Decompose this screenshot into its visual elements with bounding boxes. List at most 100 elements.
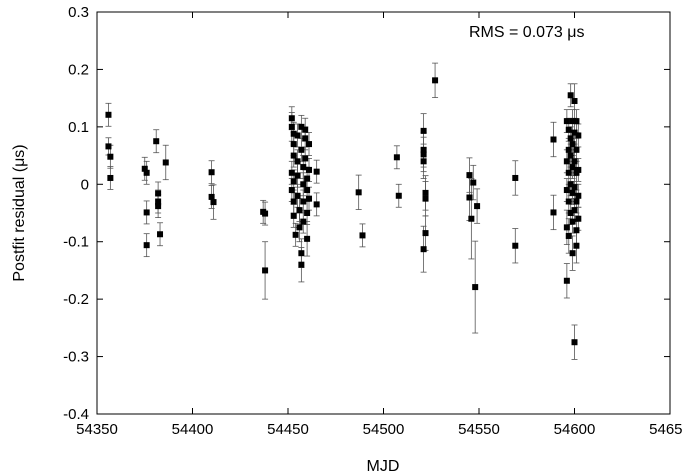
data-point xyxy=(302,155,309,162)
data-point xyxy=(143,169,150,176)
data-point xyxy=(565,232,572,239)
data-point xyxy=(294,172,301,179)
data-point xyxy=(306,195,313,202)
x-axis-label: MJD xyxy=(367,458,400,475)
data-point xyxy=(565,126,572,133)
data-points xyxy=(105,77,582,346)
data-point xyxy=(569,218,576,225)
data-point xyxy=(573,227,580,234)
data-point xyxy=(359,232,366,239)
data-point xyxy=(565,146,572,153)
data-point xyxy=(300,218,307,225)
x-tick-label: 54500 xyxy=(363,421,405,438)
data-point xyxy=(306,141,313,148)
data-point xyxy=(296,224,303,231)
data-point xyxy=(474,203,481,210)
data-point xyxy=(550,209,557,216)
data-point xyxy=(355,189,362,196)
y-tick-label: -0.3 xyxy=(63,349,89,366)
data-point xyxy=(575,132,582,139)
data-point xyxy=(420,146,427,153)
data-point xyxy=(420,151,427,158)
data-point xyxy=(288,187,295,194)
data-point xyxy=(290,152,297,159)
data-point xyxy=(300,164,307,171)
data-point xyxy=(304,187,311,194)
y-axis-label: Postfit residual (μs) xyxy=(11,144,28,281)
data-point xyxy=(208,169,215,176)
data-point xyxy=(304,210,311,216)
x-tick-label: 54550 xyxy=(458,421,500,438)
data-point xyxy=(569,164,576,171)
data-point xyxy=(294,132,301,139)
data-point xyxy=(466,194,473,201)
x-tick-label: 54600 xyxy=(554,421,596,438)
data-point xyxy=(105,111,112,118)
data-point xyxy=(393,154,400,161)
data-point xyxy=(571,207,578,214)
data-point xyxy=(290,130,297,137)
data-point xyxy=(262,210,269,217)
data-point xyxy=(290,141,297,148)
x-tick-label: 54400 xyxy=(172,421,214,438)
data-point xyxy=(569,189,576,196)
data-point xyxy=(302,126,309,133)
data-point xyxy=(575,192,582,199)
y-tick-label: -0.1 xyxy=(63,234,89,251)
data-point xyxy=(565,169,572,176)
x-axis: 54350 54400 54450 54500 54550 54600 54650 xyxy=(76,12,683,438)
data-point xyxy=(155,190,162,197)
data-point xyxy=(571,158,578,165)
data-point xyxy=(573,118,580,125)
data-point xyxy=(304,235,311,242)
data-point xyxy=(300,198,307,205)
data-point xyxy=(294,158,301,165)
data-point xyxy=(292,231,299,238)
data-point xyxy=(298,261,305,268)
data-point xyxy=(107,153,114,160)
x-tick-label: 54350 xyxy=(76,421,118,438)
data-point xyxy=(288,123,295,130)
data-point xyxy=(300,181,307,188)
data-point xyxy=(298,123,305,130)
data-point xyxy=(512,174,519,181)
data-point xyxy=(420,246,427,253)
data-point xyxy=(313,168,320,175)
data-point xyxy=(304,175,311,182)
data-point xyxy=(294,192,301,199)
data-point xyxy=(575,166,582,173)
data-point xyxy=(107,174,114,181)
data-point xyxy=(141,165,148,172)
data-point xyxy=(313,201,320,208)
data-point xyxy=(466,172,473,179)
data-point xyxy=(208,193,215,200)
data-point xyxy=(296,207,303,214)
y-tick-label: -0.4 xyxy=(63,406,89,423)
y-tick-label: 0 xyxy=(81,176,89,193)
data-point xyxy=(567,152,574,159)
data-point xyxy=(290,178,297,185)
data-point xyxy=(567,210,574,216)
data-point xyxy=(573,198,580,205)
data-point xyxy=(157,231,164,238)
data-point xyxy=(262,267,269,274)
y-tick-label: 0.1 xyxy=(68,119,89,136)
data-point xyxy=(571,98,578,105)
data-point xyxy=(422,189,429,196)
data-point xyxy=(565,198,572,205)
data-point xyxy=(563,187,570,194)
data-point xyxy=(420,127,427,134)
data-point xyxy=(288,115,295,122)
data-point xyxy=(563,277,570,284)
data-point xyxy=(567,135,574,142)
rms-annotation: RMS = 0.073 μs xyxy=(469,24,585,41)
data-point xyxy=(298,146,305,153)
y-axis: -0.4 -0.3 -0.2 -0.1 0 0.1 0.2 0.3 xyxy=(63,4,670,423)
data-point xyxy=(571,129,578,136)
data-point xyxy=(210,199,217,206)
data-point xyxy=(298,250,305,257)
data-point xyxy=(290,212,297,219)
data-point xyxy=(395,192,402,199)
data-point xyxy=(153,138,160,145)
